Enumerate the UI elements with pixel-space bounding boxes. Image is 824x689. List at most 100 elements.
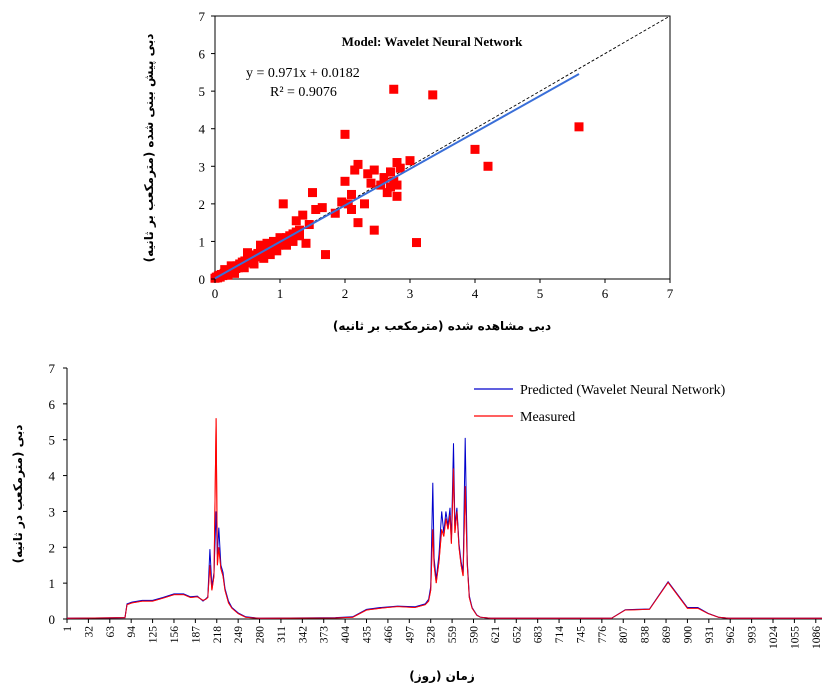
- scatter-point: [275, 233, 285, 243]
- timeseries-x-tick-label: 838: [640, 626, 652, 644]
- scatter-point: [265, 250, 275, 260]
- timeseries-x-tick-label: 1024: [768, 626, 780, 649]
- timeseries-x-tick-label: 962: [725, 626, 737, 644]
- scatter-x-tick-label: 5: [537, 286, 544, 301]
- scatter-point: [298, 210, 308, 220]
- timeseries-x-tick-label: 125: [148, 626, 160, 644]
- timeseries-x-tick-label: 404: [340, 626, 352, 644]
- timeseries-x-tick-label: 683: [533, 626, 545, 644]
- timeseries-x-tick-label: 280: [255, 626, 267, 644]
- timeseries-x-tick-label: 342: [297, 626, 309, 644]
- timeseries-x-tick-label: 1086: [811, 626, 823, 649]
- scatter-point: [386, 167, 395, 177]
- trendline-equation: y = 0.971x + 0.0182: [246, 66, 360, 81]
- timeseries-y-tick-label: 1: [49, 576, 56, 591]
- scatter-point: [317, 203, 327, 213]
- timeseries-y-tick-label: 3: [49, 504, 56, 519]
- scatter-point: [340, 176, 350, 186]
- scatter-point: [428, 90, 438, 100]
- timeseries-x-tick-label: 373: [319, 626, 331, 644]
- timeseries-x-tick-label: 187: [190, 626, 202, 644]
- timeseries-y-tick-label: 7: [49, 361, 56, 376]
- scatter-y-ticks: 0 1 2 3 4 5 6 7: [199, 9, 215, 287]
- trendline: [214, 73, 580, 280]
- scatter-point: [360, 199, 369, 209]
- timeseries-x-tick-label: 776: [597, 626, 609, 644]
- scatter-point: [337, 197, 347, 207]
- scatter-point: [412, 238, 421, 248]
- scatter-point: [330, 208, 340, 218]
- timeseries-x-tick-label: 652: [511, 626, 523, 644]
- timeseries-x-tick-label: 94: [126, 626, 138, 638]
- timeseries-x-tick-label: 745: [575, 626, 587, 644]
- timeseries-x-tick-label: 714: [554, 626, 566, 644]
- scatter-point: [291, 216, 301, 226]
- timeseries-x-tick-label: 249: [233, 626, 245, 644]
- timeseries-x-axis-label: زمان (روز): [409, 669, 475, 684]
- scatter-point: [259, 253, 269, 263]
- timeseries-x-tick-label: 528: [426, 626, 438, 644]
- scatter-point: [353, 159, 363, 169]
- scatter-point: [366, 178, 376, 188]
- scatter-y-tick-label: 5: [199, 84, 206, 99]
- scatter-plot-area: [214, 15, 671, 280]
- scatter-point: [395, 163, 405, 173]
- scatter-point: [269, 236, 278, 246]
- scatter-point: [272, 246, 282, 256]
- timeseries-x-tick-label: 218: [212, 626, 224, 644]
- scatter-chart: 0 1 2 3 4 5 6 7 0 1 2 3 4 5 6 7 Model: Wavelet Neural …: [142, 9, 674, 333]
- timeseries-x-tick-label: 1: [62, 626, 74, 632]
- scatter-point: [243, 248, 252, 258]
- timeseries-x-tick-label: 900: [682, 626, 694, 644]
- scatter-y-axis-label: دبی پیش بینی شده (مترمکعب بر ثانیه): [142, 34, 156, 263]
- timeseries-y-tick-label: 4: [49, 469, 56, 484]
- scatter-point: [340, 129, 350, 139]
- scatter-point: [220, 265, 230, 275]
- scatter-point: [226, 261, 236, 271]
- scatter-point: [288, 236, 298, 246]
- scatter-point: [311, 204, 321, 214]
- scatter-point: [369, 165, 379, 175]
- scatter-point: [239, 263, 249, 273]
- scatter-y-tick-label: 0: [199, 272, 206, 287]
- timeseries-x-tick-label: 621: [490, 626, 502, 644]
- scatter-y-tick-label: 2: [199, 197, 206, 212]
- scatter-point: [301, 238, 311, 248]
- timeseries-x-tick-label: 466: [383, 626, 395, 644]
- scatter-point: [223, 270, 233, 280]
- scatter-y-tick-label: 3: [199, 159, 206, 174]
- timeseries-y-tick-label: 5: [49, 433, 56, 448]
- timeseries-x-tick-label: 32: [83, 626, 95, 638]
- scatter-point: [230, 268, 239, 278]
- timeseries-x-tick-label: 435: [362, 626, 374, 644]
- timeseries-x-tick-label: 1055: [789, 626, 801, 649]
- scatter-x-tick-label: 6: [602, 286, 609, 301]
- scatter-point: [278, 199, 288, 209]
- scatter-point: [353, 218, 363, 228]
- timeseries-y-tick-label: 6: [49, 397, 56, 412]
- scatter-point: [256, 240, 265, 250]
- scatter-y-tick-label: 6: [199, 47, 206, 62]
- timeseries-x-ticks: 1 32 63 94 125 156 187 218 249 280 311 342 373 404 435…: [62, 619, 823, 649]
- timeseries-x-tick-label: 807: [618, 626, 630, 644]
- scatter-x-tick-label: 3: [407, 286, 414, 301]
- scatter-point: [382, 188, 392, 198]
- timeseries-x-tick-label: 931: [704, 626, 716, 644]
- scatter-point: [392, 180, 402, 190]
- scatter-x-tick-label: 2: [342, 286, 349, 301]
- scatter-point: [483, 161, 493, 171]
- timeseries-x-tick-label: 869: [661, 626, 673, 644]
- scatter-x-tick-label: 0: [212, 286, 219, 301]
- timeseries-x-tick-label: 156: [169, 626, 181, 644]
- scatter-point: [369, 225, 379, 235]
- scatter-title: Model: Wavelet Neural Network: [342, 34, 523, 49]
- legend-predicted-label: Predicted (Wavelet Neural Network): [520, 383, 726, 398]
- timeseries-x-tick-label: 590: [468, 626, 480, 644]
- scatter-point: [386, 182, 395, 192]
- series-measured-line-overlay: [66, 418, 822, 619]
- scatter-point: [295, 231, 304, 241]
- scatter-point: [262, 238, 272, 248]
- scatter-point: [350, 165, 360, 175]
- scatter-point: [470, 144, 480, 154]
